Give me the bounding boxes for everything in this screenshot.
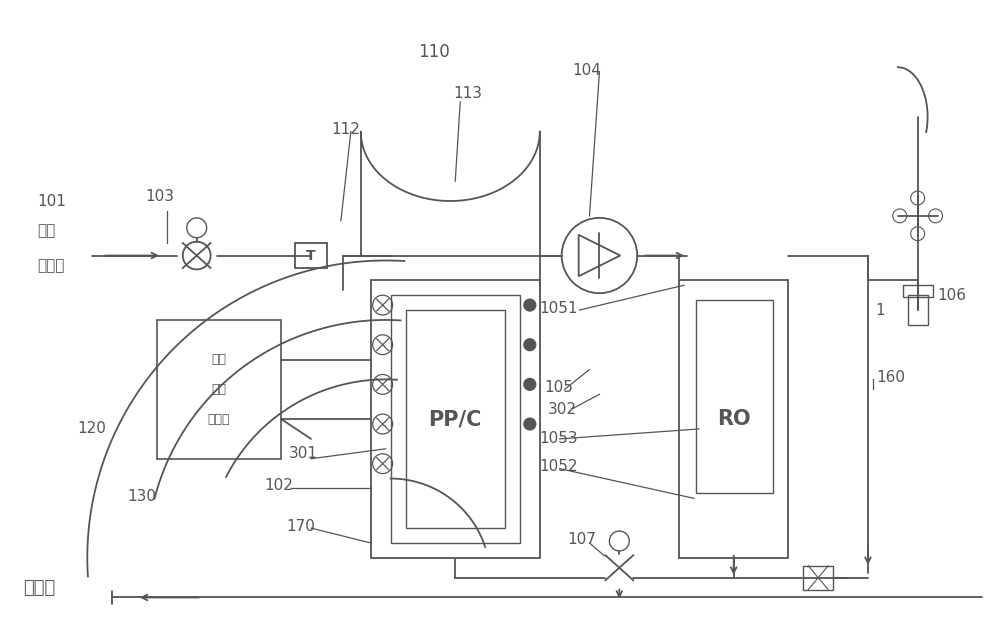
Text: RO: RO: [717, 409, 751, 429]
Text: 110: 110: [418, 43, 450, 62]
Text: 130: 130: [127, 489, 156, 504]
Text: 市政: 市政: [38, 223, 56, 238]
Text: 101: 101: [38, 194, 66, 208]
Text: 112: 112: [331, 122, 360, 137]
Bar: [157, 320, 281, 459]
Text: 160: 160: [876, 370, 905, 385]
Bar: [391, 295, 520, 543]
Text: 170: 170: [286, 519, 315, 533]
Bar: [295, 243, 327, 269]
Bar: [679, 281, 788, 558]
Text: 104: 104: [573, 63, 601, 77]
Text: PP/C: PP/C: [429, 409, 482, 429]
Text: 103: 103: [145, 189, 174, 204]
Text: 1051: 1051: [540, 301, 578, 316]
Text: 控制器: 控制器: [208, 413, 230, 426]
Text: T: T: [306, 248, 316, 262]
Text: 1053: 1053: [540, 431, 578, 447]
Text: 102: 102: [264, 478, 293, 493]
Text: 加热: 加热: [212, 383, 227, 396]
Text: 302: 302: [548, 402, 577, 416]
Bar: [406, 310, 505, 528]
Circle shape: [524, 339, 536, 351]
Text: 机体外: 机体外: [23, 579, 55, 596]
Text: 107: 107: [568, 533, 596, 547]
Circle shape: [524, 379, 536, 391]
Text: 113: 113: [453, 86, 482, 101]
Text: 106: 106: [938, 287, 967, 303]
Text: 电磁: 电磁: [212, 353, 227, 366]
Circle shape: [524, 418, 536, 430]
Text: 105: 105: [545, 380, 574, 395]
Bar: [371, 281, 540, 558]
Text: 1052: 1052: [540, 459, 578, 474]
Bar: [803, 565, 833, 589]
Text: 1: 1: [875, 303, 885, 318]
Text: 自来水: 自来水: [38, 258, 65, 273]
Bar: [903, 286, 933, 297]
Bar: [908, 295, 928, 325]
Circle shape: [524, 299, 536, 311]
Bar: [696, 300, 773, 493]
Text: 120: 120: [77, 421, 106, 437]
Text: 301: 301: [289, 446, 318, 461]
